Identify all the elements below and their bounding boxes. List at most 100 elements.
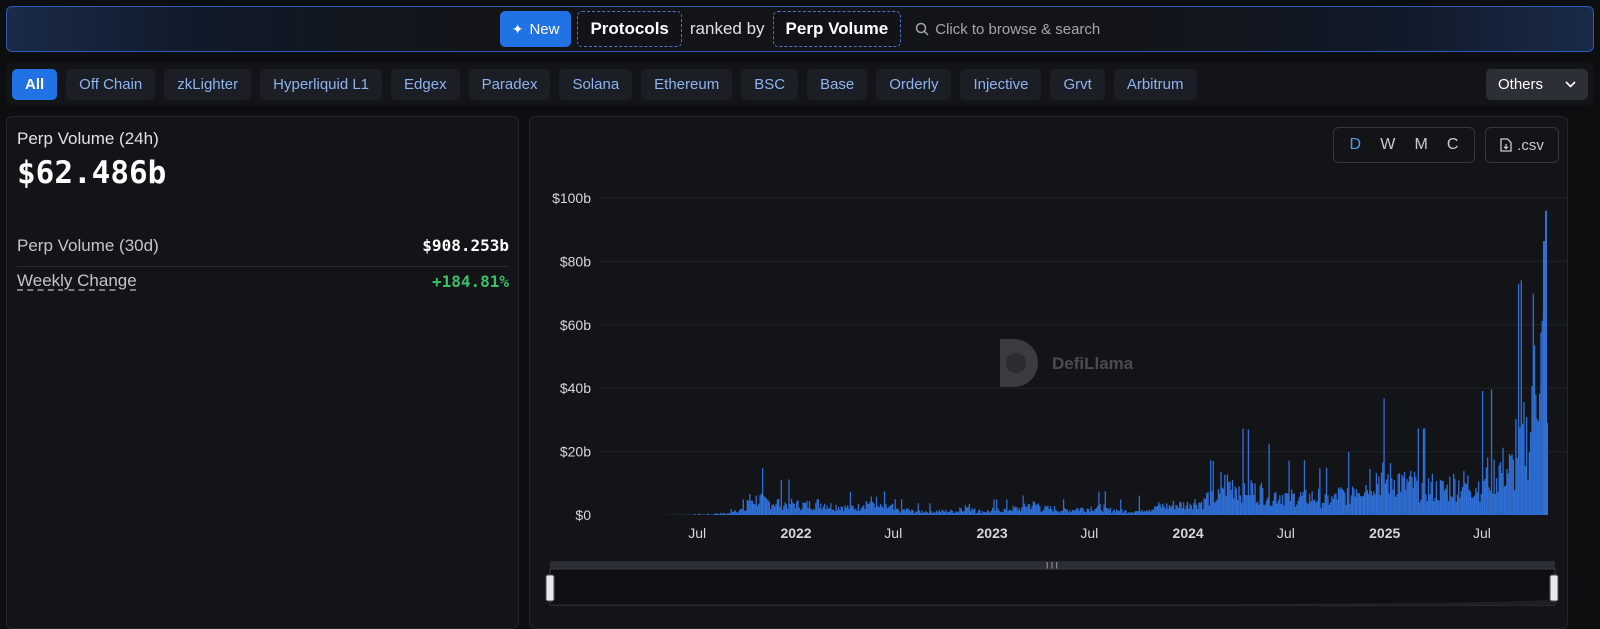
- chain-filter-injective[interactable]: Injective: [960, 68, 1042, 100]
- volume-bar: [976, 512, 978, 515]
- volume-bar: [1147, 511, 1149, 515]
- volume-bar: [779, 506, 781, 515]
- chain-filter-zklighter[interactable]: zkLighter: [164, 68, 252, 100]
- csv-label: .csv: [1517, 136, 1544, 154]
- volume-bar: [894, 499, 896, 515]
- volume-bar: [1351, 486, 1354, 515]
- chain-filter-ethereum[interactable]: Ethereum: [641, 68, 733, 100]
- volume-bar: [1220, 471, 1222, 515]
- metric-selector[interactable]: Perp Volume: [772, 11, 902, 47]
- volume-bar: [758, 503, 760, 515]
- volume-bar: [1487, 457, 1489, 515]
- volume-bar: [886, 508, 888, 515]
- volume-bar: [1017, 510, 1019, 515]
- chain-filter-orderly[interactable]: Orderly: [876, 68, 952, 100]
- new-button[interactable]: ✦ New: [499, 11, 572, 47]
- volume-bar: [803, 502, 806, 515]
- volume-bar: [847, 505, 849, 515]
- volume-bar: [1430, 481, 1432, 515]
- volume-bar: [997, 508, 999, 515]
- granularity-m-button[interactable]: M: [1414, 136, 1428, 153]
- granularity-c-button[interactable]: C: [1446, 136, 1459, 153]
- volume-bar: [776, 499, 779, 515]
- volume-bar: [1454, 478, 1456, 515]
- volume-bar: [1222, 488, 1225, 515]
- chain-filter-grvt[interactable]: Grvt: [1050, 68, 1105, 100]
- y-tick-label: $20b: [560, 444, 591, 460]
- volume-bar: [939, 512, 942, 515]
- volume-bar: [1277, 500, 1280, 515]
- volume-bar: [1284, 493, 1286, 515]
- others-dropdown[interactable]: Others: [1485, 68, 1588, 100]
- chain-filter-arbitrum[interactable]: Arbitrum: [1113, 68, 1197, 100]
- range-handle-right[interactable]: [1549, 574, 1559, 602]
- volume-bar: [1420, 499, 1422, 515]
- volume-bar: [1228, 482, 1230, 515]
- chain-filter-hyperliquid-l1[interactable]: Hyperliquid L1: [260, 68, 383, 100]
- volume-bar: [1006, 499, 1008, 515]
- volume-bar: [1030, 509, 1032, 515]
- chain-filter-paradex[interactable]: Paradex: [468, 68, 551, 100]
- volume-bar: [1513, 490, 1516, 515]
- volume-bar: [1052, 511, 1054, 515]
- volume-bar: [823, 503, 826, 515]
- volume-bar: [967, 506, 969, 515]
- csv-download-button[interactable]: .csv: [1485, 127, 1559, 163]
- category-selector[interactable]: Protocols: [577, 11, 682, 47]
- volume-bar: [798, 507, 800, 515]
- volume-bar: [1412, 488, 1414, 515]
- volume-bar: [1087, 508, 1090, 515]
- chain-filter-bsc[interactable]: BSC: [741, 68, 799, 100]
- volume-bar: [841, 506, 844, 515]
- volume-bar: [1281, 494, 1284, 515]
- volume-bar: [1415, 476, 1417, 515]
- range-slider[interactable]: [549, 568, 1556, 606]
- volume-bar: [1209, 460, 1212, 515]
- volume-bar: [724, 513, 726, 515]
- volume-bar: [790, 498, 793, 515]
- volume-bar: [1022, 495, 1024, 515]
- volume-bar: [1133, 512, 1135, 515]
- chain-filter-base[interactable]: Base: [807, 68, 868, 100]
- volume-bar: [1075, 508, 1078, 515]
- volume-bar: [1125, 510, 1127, 515]
- range-handle-left[interactable]: [545, 574, 555, 602]
- volume-bar: [1311, 491, 1313, 515]
- volume-bar: [1327, 495, 1329, 515]
- volume-bar: [1186, 501, 1189, 515]
- volume-bar: [998, 510, 1000, 515]
- volume-bar: [1530, 432, 1532, 515]
- volume-bar: [1207, 491, 1209, 515]
- chain-filter-edgex[interactable]: Edgex: [391, 68, 460, 100]
- volume-bar: [885, 504, 887, 515]
- granularity-d-button[interactable]: D: [1349, 136, 1362, 153]
- volume-bar: [778, 498, 780, 515]
- granularity-w-button[interactable]: W: [1380, 136, 1396, 153]
- x-tick-label: 2024: [1173, 525, 1204, 541]
- search-input[interactable]: Click to browse & search: [915, 21, 1100, 38]
- chain-filter-off-chain[interactable]: Off Chain: [66, 68, 156, 100]
- volume-bar: [1507, 473, 1509, 515]
- volume-bar: [843, 511, 845, 515]
- volume-bar: [1488, 487, 1490, 515]
- chain-filter-all[interactable]: All: [12, 68, 58, 100]
- volume-bar: [1226, 474, 1229, 515]
- y-tick-label: $100b: [552, 190, 591, 206]
- volume-bar: [964, 505, 967, 515]
- volume-bar: [1262, 488, 1264, 515]
- volume-bar: [1424, 428, 1426, 515]
- volume-bar: [693, 514, 695, 515]
- weekly-change-label[interactable]: Weekly Change: [17, 271, 137, 290]
- volume-bar: [730, 509, 732, 515]
- volume-bar: [959, 507, 961, 515]
- volume-30d-row: Perp Volume (30d) $908.253b: [17, 231, 509, 267]
- chain-filter-solana[interactable]: Solana: [559, 68, 633, 100]
- volume-bar: [1473, 495, 1476, 515]
- volume-bar: [1077, 508, 1079, 515]
- volume-bar: [898, 510, 900, 515]
- volume-bar: [942, 510, 944, 515]
- volume-bar: [1120, 499, 1122, 515]
- volume-bar: [1062, 499, 1065, 515]
- volume-bar: [1340, 487, 1342, 515]
- volume-bar: [747, 500, 750, 515]
